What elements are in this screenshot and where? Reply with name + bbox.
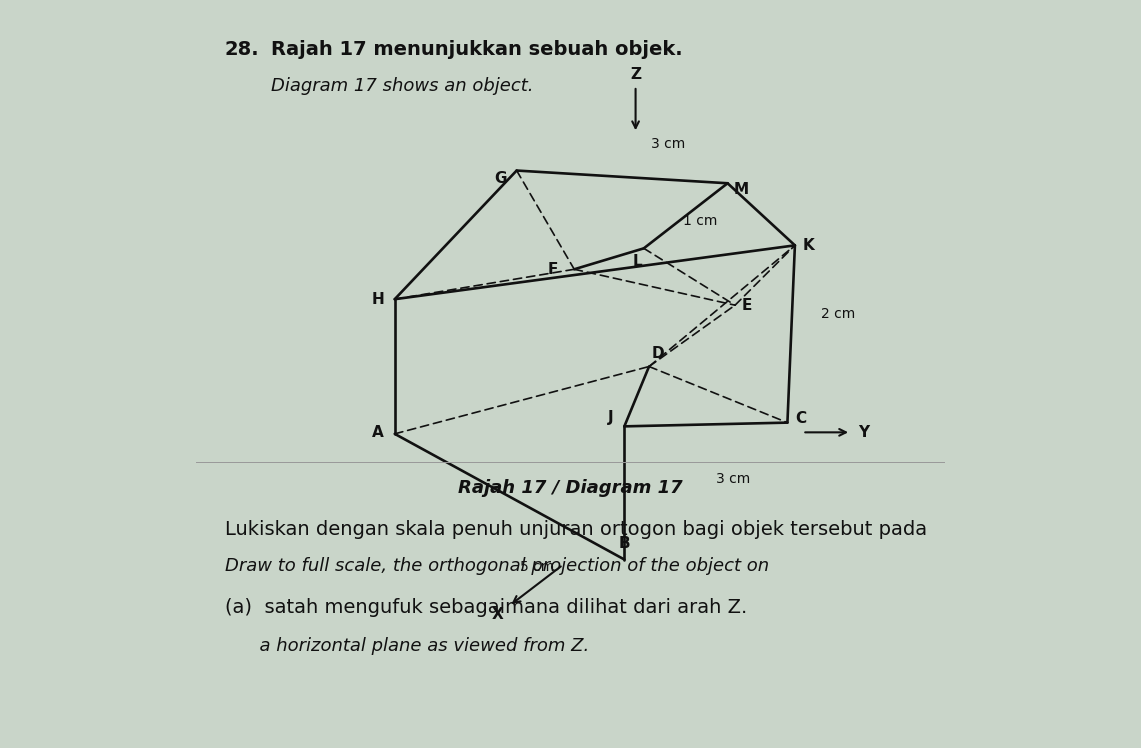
Text: E: E (742, 298, 752, 313)
Text: 5 cm: 5 cm (520, 560, 555, 574)
Text: H: H (372, 292, 385, 307)
Text: G: G (494, 171, 507, 186)
Text: Diagram 17 shows an object.: Diagram 17 shows an object. (272, 77, 534, 95)
Text: 1 cm: 1 cm (682, 214, 717, 227)
Text: Rajah 17 / Diagram 17: Rajah 17 / Diagram 17 (459, 479, 682, 497)
Text: C: C (795, 411, 807, 426)
Text: Rajah 17 menunjukkan sebuah objek.: Rajah 17 menunjukkan sebuah objek. (272, 40, 683, 58)
Text: 3 cm: 3 cm (717, 472, 751, 485)
Text: A: A (372, 425, 385, 440)
Text: a horizontal plane as viewed from Z.: a horizontal plane as viewed from Z. (225, 637, 589, 655)
Text: J: J (608, 410, 614, 425)
Text: B: B (618, 536, 630, 551)
Text: X: X (492, 607, 503, 622)
Text: D: D (652, 346, 664, 361)
Text: L: L (633, 254, 642, 269)
Text: Z: Z (630, 67, 641, 82)
Text: 2 cm: 2 cm (822, 307, 856, 321)
Text: Y: Y (858, 425, 869, 440)
Text: (a)  satah mengufuk sebagaimana dilihat dari arah Z.: (a) satah mengufuk sebagaimana dilihat d… (225, 598, 747, 617)
Text: Draw to full scale, the orthogonal projection of the object on: Draw to full scale, the orthogonal proje… (225, 557, 769, 575)
Text: K: K (802, 238, 815, 253)
Text: Lukiskan dengan skala penuh unjuran ortogon bagi objek tersebut pada: Lukiskan dengan skala penuh unjuran orto… (225, 520, 926, 539)
Text: F: F (548, 262, 558, 277)
Text: M: M (734, 182, 748, 197)
Text: 28.: 28. (225, 40, 259, 58)
Text: 3 cm: 3 cm (652, 137, 686, 150)
